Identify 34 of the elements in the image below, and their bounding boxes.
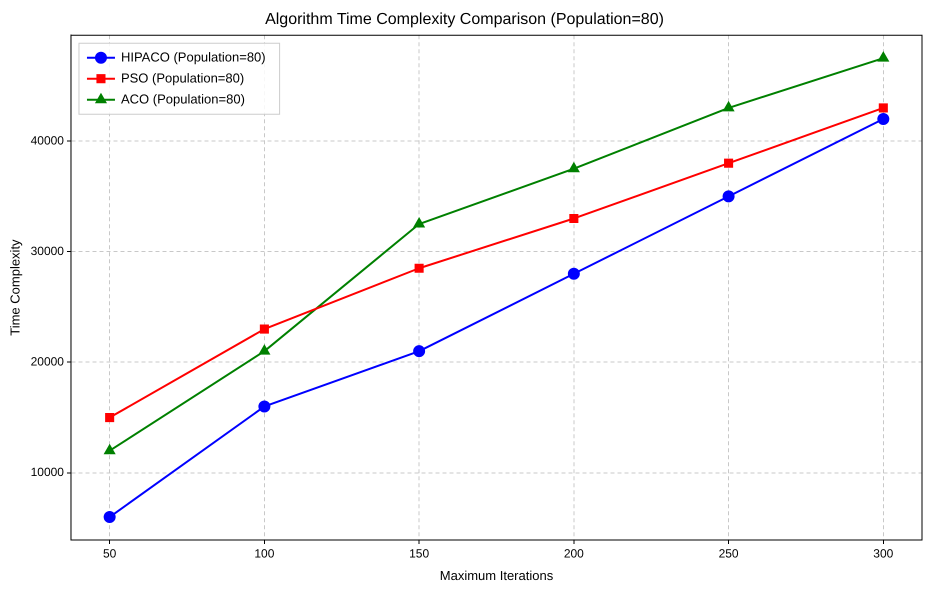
x-tick-label: 100 bbox=[254, 546, 275, 561]
point bbox=[260, 324, 269, 334]
point bbox=[413, 345, 426, 358]
y-tick-label: 10000 bbox=[30, 465, 64, 480]
x-tick-label: 150 bbox=[409, 546, 430, 561]
x-tick-label: 300 bbox=[873, 546, 894, 561]
y-tick-label: 30000 bbox=[30, 244, 64, 258]
point bbox=[722, 190, 735, 202]
point bbox=[723, 102, 734, 112]
point bbox=[259, 345, 270, 355]
legend-label: ACO (Population=80) bbox=[120, 91, 245, 106]
y-tick-label: 20000 bbox=[30, 354, 64, 369]
x-tick-label: 200 bbox=[564, 546, 584, 561]
x-tick-label: 250 bbox=[718, 546, 739, 561]
point bbox=[878, 52, 889, 62]
y-axis-title: Time Complexity bbox=[7, 238, 22, 336]
point bbox=[878, 103, 888, 112]
point bbox=[104, 511, 116, 524]
point bbox=[568, 162, 580, 172]
x-tick-label: 50 bbox=[102, 546, 117, 561]
point bbox=[258, 400, 270, 412]
y-tick-label: 40000 bbox=[30, 133, 64, 148]
point bbox=[105, 412, 114, 422]
legend-label: PSO (Population=80) bbox=[120, 70, 244, 86]
x-axis-title: Maximum Iterations bbox=[440, 568, 554, 583]
point bbox=[569, 214, 578, 224]
point bbox=[414, 264, 424, 273]
point bbox=[568, 268, 580, 280]
point bbox=[724, 158, 734, 168]
legend-label: HIPACO (Population=80) bbox=[120, 49, 266, 64]
point bbox=[877, 112, 890, 125]
point bbox=[414, 218, 424, 228]
chart-title: Algorithm Time Complexity Comparison (Population=80) bbox=[265, 11, 664, 28]
point bbox=[104, 444, 115, 454]
